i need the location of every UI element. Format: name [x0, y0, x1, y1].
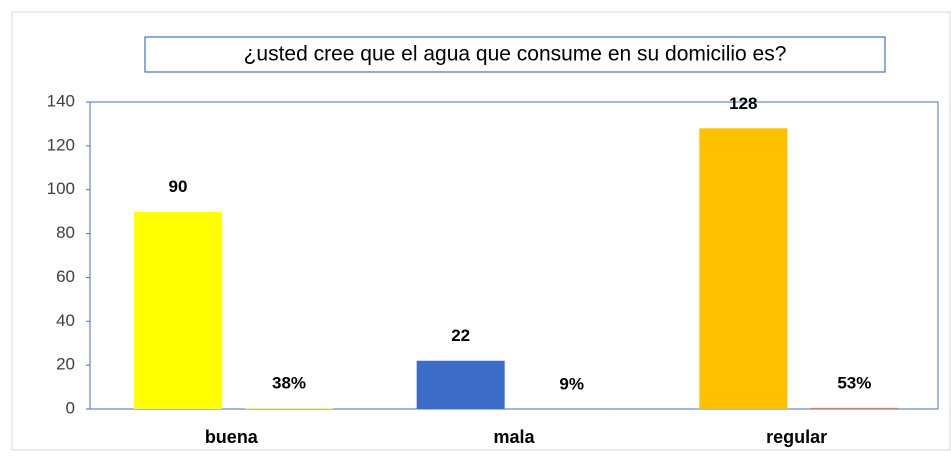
bar: [134, 211, 222, 409]
bar: [416, 360, 505, 409]
y-tick-label: 140: [47, 91, 75, 110]
bar: [699, 128, 788, 410]
data-label: 9%: [559, 374, 584, 393]
y-tick-label: 120: [47, 135, 75, 154]
x-tick-label: mala: [493, 427, 535, 447]
bar: [245, 408, 333, 409]
y-tick-label: 100: [47, 179, 75, 198]
y-tick-label: 80: [56, 223, 75, 242]
plot-border: [89, 101, 939, 410]
title-box: [144, 36, 886, 73]
y-tick-label: 40: [56, 311, 75, 330]
bar: [810, 407, 899, 409]
y-tick-label: 60: [56, 267, 75, 286]
data-label: 22: [451, 326, 470, 345]
chart-title: ¿usted cree que el agua que consume en s…: [244, 43, 787, 66]
data-label: 90: [169, 177, 188, 196]
x-tick-label: regular: [766, 427, 827, 447]
y-tick-label: 0: [66, 398, 75, 417]
data-label: 128: [729, 94, 757, 113]
bar: [527, 408, 616, 410]
x-tick-label: buena: [205, 427, 259, 447]
data-label: 38%: [272, 374, 306, 393]
data-label: 53%: [837, 373, 871, 392]
y-tick-label: 20: [56, 355, 75, 374]
